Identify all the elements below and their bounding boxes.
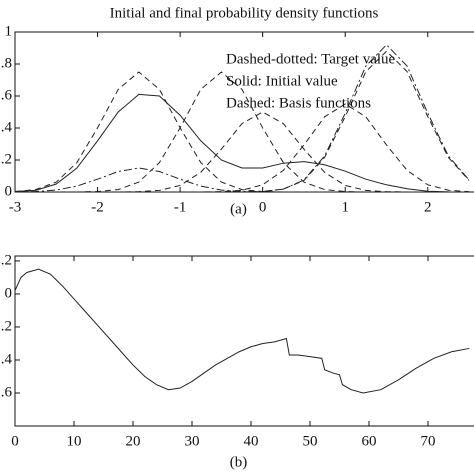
x-tick-label: 40: [243, 433, 258, 449]
series-line: [15, 71, 470, 192]
chart-title: Initial and final probability density fu…: [110, 5, 379, 21]
x-tick-label: 70: [420, 433, 435, 449]
series-line: [15, 93, 470, 192]
y-tick-label: .4: [1, 351, 13, 367]
y-tick-label: .2: [1, 318, 12, 334]
x-tick-label: -3: [9, 199, 22, 215]
x-tick-label: 2: [424, 199, 432, 215]
y-tick-label: .6: [1, 87, 13, 103]
plot-lines: [15, 44, 470, 192]
x-tick-label: 10: [66, 433, 81, 449]
series-line: [15, 103, 470, 192]
y-tick-label: 0: [5, 285, 13, 301]
series-line: [15, 44, 470, 192]
x-tick-label: 1: [341, 199, 349, 215]
y-tick-label: .2: [1, 252, 12, 268]
y-tick-label: .6: [1, 384, 13, 400]
y-tick-label: 0: [5, 183, 13, 199]
annotation: Dashed: Basis functions: [226, 95, 371, 111]
caption: (a): [230, 201, 247, 217]
series-line: [15, 268, 470, 394]
annotation: Dashed-dotted: Target value: [226, 51, 396, 67]
caption: (b): [230, 454, 248, 470]
annotation: Solid: Initial value: [226, 73, 338, 89]
axes-frame: [14, 255, 474, 427]
y-tick-label: .2: [1, 151, 12, 167]
series-line: [15, 111, 470, 192]
x-tick-label: 0: [259, 199, 267, 215]
plot-lines: [15, 268, 470, 394]
x-tick-label: 60: [361, 433, 376, 449]
series-line: [15, 50, 470, 192]
x-tick-label: 20: [125, 433, 140, 449]
x-tick-label: 30: [184, 433, 199, 449]
y-tick-label: .8: [1, 55, 12, 71]
x-tick-label: 50: [302, 433, 317, 449]
x-tick-label: 0: [11, 433, 19, 449]
y-tick-label: 1: [5, 23, 13, 39]
y-tick-label: .4: [1, 119, 13, 135]
x-tick-label: -2: [91, 199, 104, 215]
x-tick-label: -1: [174, 199, 187, 215]
